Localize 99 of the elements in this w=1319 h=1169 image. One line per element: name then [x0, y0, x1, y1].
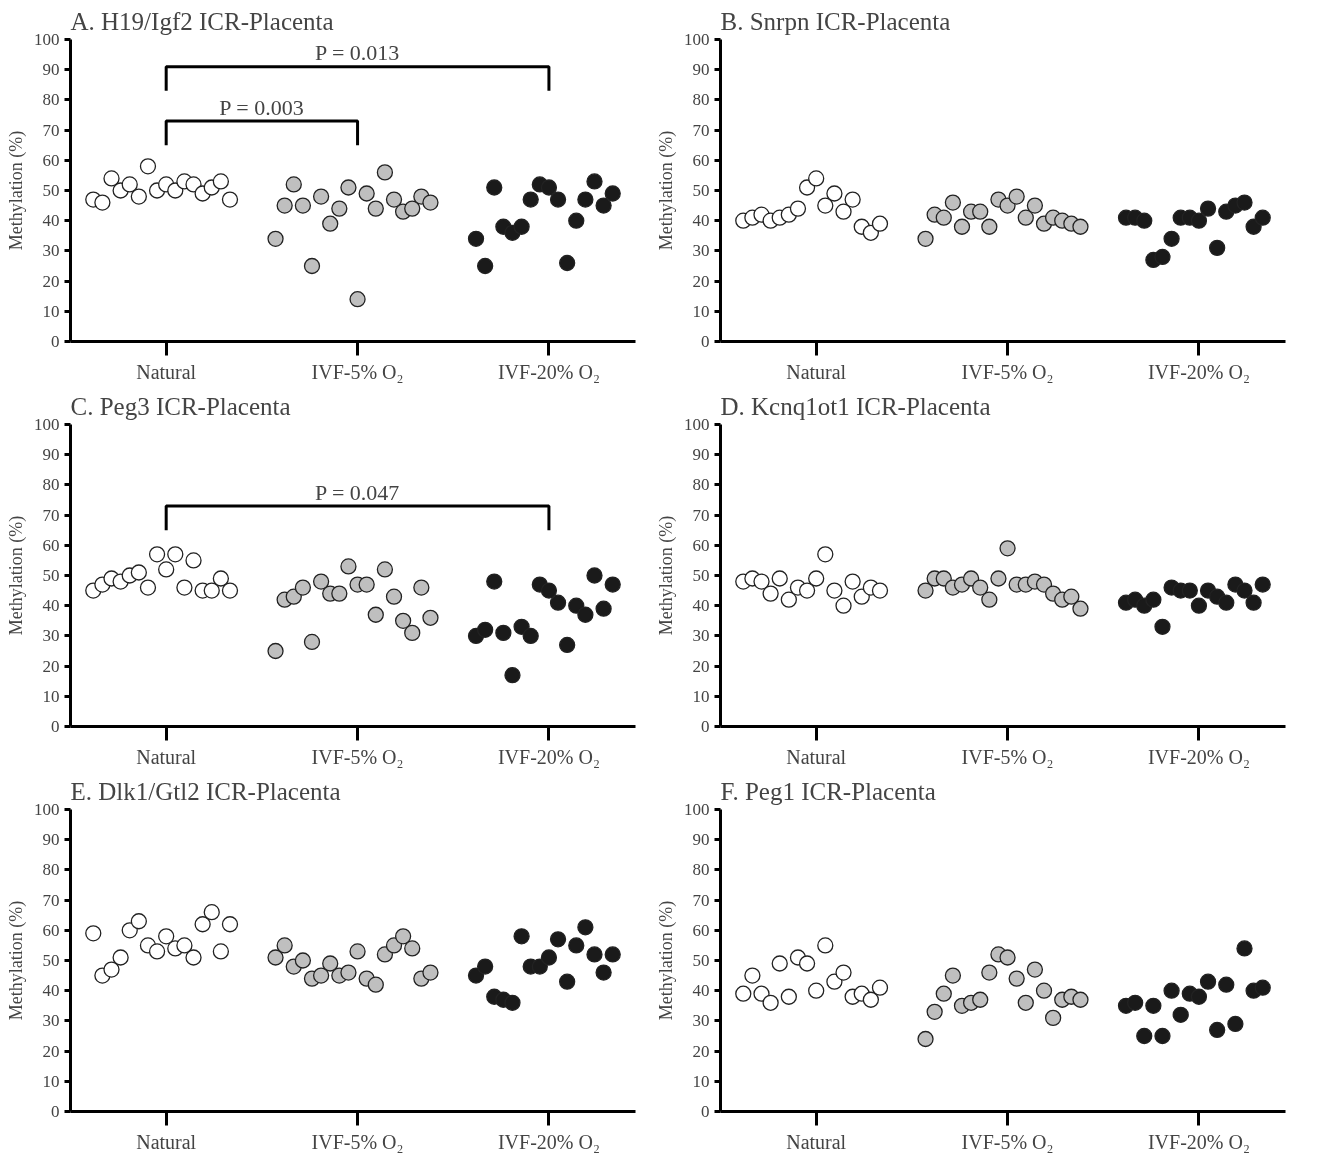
y-tick-label: 20	[692, 1041, 710, 1061]
y-tick-label: 80	[42, 90, 60, 110]
y-tick-label: 70	[692, 120, 710, 140]
y-tick-label: 60	[42, 535, 60, 555]
x-tick-label: Natural	[136, 1130, 197, 1153]
y-tick-label: 0	[701, 717, 710, 736]
y-tick-label: 100	[684, 30, 710, 49]
x-tick-label: IVF-5% O₂	[961, 360, 1054, 383]
y-axis-title: Methylation (%)	[6, 130, 27, 251]
x-tick-label: IVF-5% O₂	[961, 1130, 1054, 1153]
y-tick-label: 0	[51, 1102, 60, 1121]
y-tick-label: 40	[42, 981, 60, 1001]
x-tick-label: IVF-20% O₂	[497, 360, 600, 383]
x-tick-label: IVF-20% O₂	[1147, 1130, 1250, 1153]
x-tick-label: Natural	[786, 745, 847, 768]
y-tick-label: 20	[692, 271, 710, 291]
chart-title: B. Snrpn ICR-Placenta	[720, 7, 951, 35]
y-tick-label: 100	[34, 800, 60, 819]
chart-title: D. Kcnq1ot1 ICR-Placenta	[720, 392, 991, 420]
y-axis-title: Methylation (%)	[6, 900, 27, 1021]
y-tick-label: 50	[692, 951, 710, 970]
x-tick-label: Natural	[786, 360, 847, 383]
y-tick-label: 90	[692, 60, 710, 80]
y-tick-label: 90	[42, 830, 60, 850]
y-tick-label: 10	[692, 301, 710, 321]
y-tick-label: 80	[692, 860, 710, 880]
y-tick-label: 30	[692, 1011, 710, 1031]
x-tick-label: Natural	[136, 360, 197, 383]
x-tick-label: Natural	[136, 745, 197, 768]
y-tick-label: 10	[42, 686, 60, 706]
y-tick-label: 0	[51, 717, 60, 736]
y-tick-label: 100	[684, 800, 710, 819]
y-tick-label: 40	[42, 211, 60, 231]
y-tick-label: 90	[42, 445, 60, 465]
y-tick-label: 20	[42, 1041, 60, 1061]
y-tick-label: 50	[692, 181, 710, 200]
y-tick-label: 30	[42, 1011, 60, 1031]
y-tick-label: 20	[692, 656, 710, 676]
y-tick-label: 30	[692, 626, 710, 646]
y-tick-label: 50	[42, 951, 60, 970]
y-tick-label: 90	[692, 445, 710, 465]
annotation: P = 0.047	[314, 479, 400, 505]
y-tick-label: 30	[42, 241, 60, 261]
chart-title: F. Peg1 ICR-Placenta	[720, 777, 936, 805]
y-tick-label: 10	[42, 301, 60, 321]
y-tick-label: 60	[692, 150, 710, 170]
y-tick-label: 0	[51, 332, 60, 351]
y-tick-label: 80	[42, 860, 60, 880]
y-tick-label: 70	[42, 890, 60, 910]
annotation: P = 0.013	[314, 40, 400, 66]
x-tick-label: IVF-5% O₂	[961, 745, 1054, 768]
x-tick-label: IVF-20% O₂	[497, 745, 600, 768]
x-tick-label: IVF-5% O₂	[311, 360, 404, 383]
y-axis-title: Methylation (%)	[656, 515, 677, 636]
y-tick-label: 100	[34, 30, 60, 49]
y-tick-label: 80	[692, 475, 710, 495]
y-axis-title: Methylation (%)	[656, 130, 677, 251]
annotation: P = 0.003	[219, 94, 304, 120]
x-tick-label: IVF-20% O₂	[1147, 360, 1250, 383]
chart-title: E. Dlk1/Gtl2 ICR-Placenta	[70, 777, 341, 805]
y-tick-label: 90	[42, 60, 60, 80]
chart-title: A. H19/Igf2 ICR-Placenta	[70, 7, 334, 35]
y-tick-label: 60	[692, 920, 710, 940]
y-tick-label: 80	[42, 475, 60, 495]
y-tick-label: 70	[692, 505, 710, 525]
y-tick-label: 70	[692, 890, 710, 910]
y-tick-label: 40	[692, 596, 710, 616]
y-tick-label: 60	[692, 535, 710, 555]
y-tick-label: 60	[42, 920, 60, 940]
y-tick-label: 70	[42, 120, 60, 140]
y-tick-label: 50	[42, 566, 60, 585]
y-tick-label: 80	[692, 90, 710, 110]
y-tick-label: 30	[42, 626, 60, 646]
y-tick-label: 0	[701, 1102, 710, 1121]
y-tick-label: 40	[692, 981, 710, 1001]
y-tick-label: 40	[692, 211, 710, 231]
x-tick-label: IVF-5% O₂	[311, 1130, 404, 1153]
y-tick-label: 10	[42, 1071, 60, 1091]
y-tick-label: 90	[692, 830, 710, 850]
y-tick-label: 60	[42, 150, 60, 170]
y-tick-label: 100	[34, 415, 60, 434]
y-tick-label: 10	[692, 1071, 710, 1091]
y-tick-label: 50	[692, 566, 710, 585]
y-tick-label: 40	[42, 596, 60, 616]
y-tick-label: 70	[42, 505, 60, 525]
x-tick-label: IVF-20% O₂	[1147, 745, 1250, 768]
y-axis-title: Methylation (%)	[656, 900, 677, 1021]
y-axis-title: Methylation (%)	[6, 515, 27, 636]
x-tick-label: IVF-5% O₂	[311, 745, 404, 768]
y-tick-label: 100	[684, 415, 710, 434]
x-tick-label: Natural	[786, 1130, 847, 1153]
y-tick-label: 50	[42, 181, 60, 200]
chart-title: C. Peg3 ICR-Placenta	[70, 392, 291, 420]
y-tick-label: 10	[692, 686, 710, 706]
y-tick-label: 20	[42, 656, 60, 676]
y-tick-label: 0	[701, 332, 710, 351]
y-tick-label: 20	[42, 271, 60, 291]
y-tick-label: 30	[692, 241, 710, 261]
x-tick-label: IVF-20% O₂	[497, 1130, 600, 1153]
